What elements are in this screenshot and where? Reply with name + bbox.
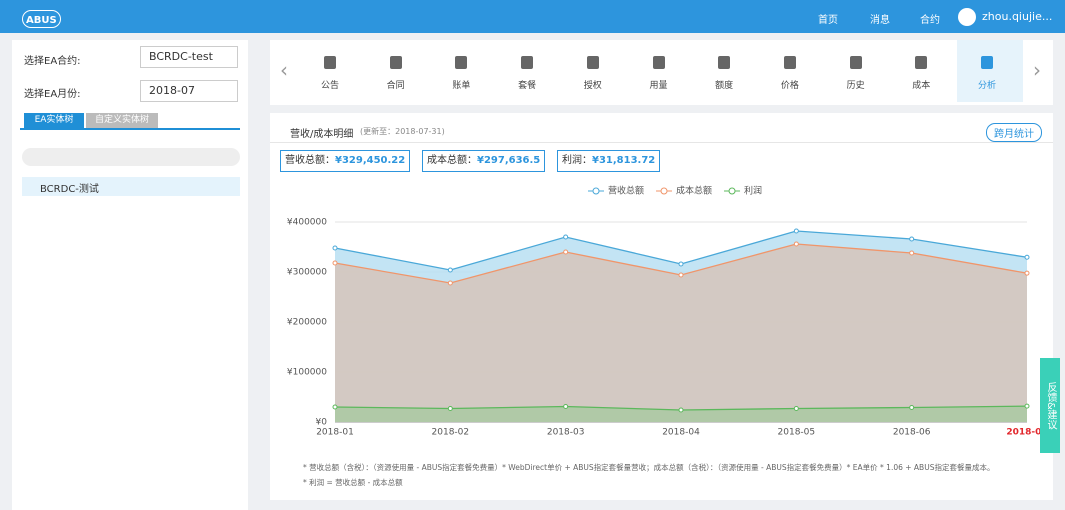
logo: ABUS <box>22 10 61 28</box>
point <box>333 405 337 409</box>
legend-label: 营收总额 <box>608 185 644 197</box>
tool-label[interactable]: 额度 <box>694 78 754 91</box>
point <box>910 406 914 410</box>
point <box>794 242 798 246</box>
tool-icon <box>981 56 993 69</box>
point <box>679 273 683 277</box>
legend-label: 利润 <box>744 185 762 197</box>
summary-value: ¥297,636.5 <box>477 155 540 166</box>
point <box>679 408 683 412</box>
x-tick-label: 2018-01 <box>316 428 354 438</box>
legend-symbol <box>593 188 599 194</box>
arrow-right[interactable]: › <box>1033 58 1041 82</box>
point <box>679 262 683 266</box>
tool-icon <box>653 56 665 69</box>
point <box>910 237 914 241</box>
user-menu[interactable]: zhou.qiujie... <box>982 10 1052 23</box>
tool-label[interactable]: 公告 <box>300 78 360 91</box>
point <box>448 268 452 272</box>
point <box>1025 255 1029 259</box>
tool-icon <box>915 56 927 69</box>
tool-label[interactable]: 成本 <box>891 78 951 91</box>
point <box>448 281 452 285</box>
note: * 营收总额（含税）：（资源使用量 - ABUS指定套餐免费量）* WebDir… <box>303 462 994 473</box>
feedback[interactable]: 反馈&建议 <box>1040 358 1060 453</box>
point <box>564 250 568 254</box>
card-divider <box>270 142 1053 143</box>
y-tick-label: ¥200000 <box>287 318 327 328</box>
x-tick-label: 2018-05 <box>778 428 816 438</box>
tool-icon <box>390 56 402 69</box>
button[interactable]: 跨月统计 <box>986 123 1042 142</box>
tree-item[interactable]: BCRDC-测试 <box>40 180 99 195</box>
tool-label[interactable]: 账单 <box>431 78 491 91</box>
point <box>910 251 914 255</box>
tool-label[interactable]: 分析 <box>957 78 1017 91</box>
note: * 利润 = 营收总额 - 成本总额 <box>303 477 403 488</box>
label: 选择EA合约: <box>24 52 81 67</box>
x-tick-label: 2018-03 <box>547 428 585 438</box>
y-tick-label: ¥400000 <box>287 218 327 228</box>
top-bar <box>0 0 1065 33</box>
point <box>448 407 452 411</box>
point <box>1025 271 1029 275</box>
tool-icon <box>718 56 730 69</box>
label: 选择EA月份: <box>24 85 81 100</box>
card-title: 营收/成本明细 <box>290 125 353 140</box>
tool-label[interactable]: 套餐 <box>497 78 557 91</box>
point <box>333 261 337 265</box>
avatar <box>958 8 976 26</box>
y-tick-label: ¥0 <box>316 418 328 428</box>
point <box>333 246 337 250</box>
chart: ¥0 ¥100000 ¥200000 ¥300000 ¥400000 2018-01 201… <box>270 185 1050 450</box>
select[interactable]: BCRDC-test <box>140 46 238 68</box>
x-tick-label: 2018-02 <box>432 428 470 438</box>
toolbar-active <box>957 40 1023 102</box>
x-tick-label: 2018-04 <box>662 428 700 438</box>
point <box>794 229 798 233</box>
tab-underline <box>20 128 240 130</box>
summary-value: ¥329,450.22 <box>335 155 405 166</box>
point <box>564 235 568 239</box>
tab[interactable]: EA实体树 <box>24 113 84 128</box>
card-updated: (更新至：2018-07-31) <box>360 126 445 137</box>
nav-link[interactable]: 合约 <box>920 11 940 26</box>
point <box>794 407 798 411</box>
y-tick-label: ¥300000 <box>287 268 327 278</box>
summary-value: ¥31,813.72 <box>592 155 655 166</box>
nav-link[interactable]: 首页 <box>818 11 838 26</box>
nav-link[interactable]: 消息 <box>870 11 890 26</box>
tool-label[interactable]: 价格 <box>760 78 820 91</box>
select[interactable]: 2018-07 <box>140 80 238 102</box>
tool-icon <box>324 56 336 69</box>
tool-icon <box>587 56 599 69</box>
summary-label: 成本总额： <box>427 155 477 166</box>
summary-label: 营收总额： <box>285 155 335 166</box>
legend-symbol <box>661 188 667 194</box>
summary-box: 营收总额：¥329,450.22 <box>280 150 410 172</box>
tool-icon <box>784 56 796 69</box>
tool-label[interactable]: 历史 <box>826 78 886 91</box>
search-box[interactable] <box>22 148 240 166</box>
tool-icon <box>850 56 862 69</box>
sidebar <box>12 40 248 510</box>
arrow-left[interactable]: ‹ <box>280 58 288 82</box>
page: ABUS 首页 消息 合约 zhou.qiujie... 选择EA合约: BCR… <box>0 0 1065 510</box>
y-tick-label: ¥100000 <box>287 368 327 378</box>
tool-label[interactable]: 用量 <box>629 78 689 91</box>
tool-icon <box>455 56 467 69</box>
summary-box: 成本总额：¥297,636.5 <box>422 150 545 172</box>
toolbar <box>270 40 1053 105</box>
tool-label[interactable]: 合同 <box>366 78 426 91</box>
point <box>1025 404 1029 408</box>
x-tick-label: 2018-06 <box>893 428 931 438</box>
point <box>564 405 568 409</box>
summary-box: 利润：¥31,813.72 <box>557 150 660 172</box>
tool-label[interactable]: 授权 <box>563 78 623 91</box>
legend-symbol <box>729 188 735 194</box>
legend-label: 成本总额 <box>676 185 712 197</box>
summary-label: 利润： <box>562 155 592 166</box>
tab[interactable]: 自定义实体树 <box>86 113 158 128</box>
tool-icon <box>521 56 533 69</box>
